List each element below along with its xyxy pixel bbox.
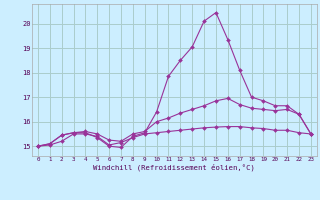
X-axis label: Windchill (Refroidissement éolien,°C): Windchill (Refroidissement éolien,°C) — [93, 164, 255, 171]
